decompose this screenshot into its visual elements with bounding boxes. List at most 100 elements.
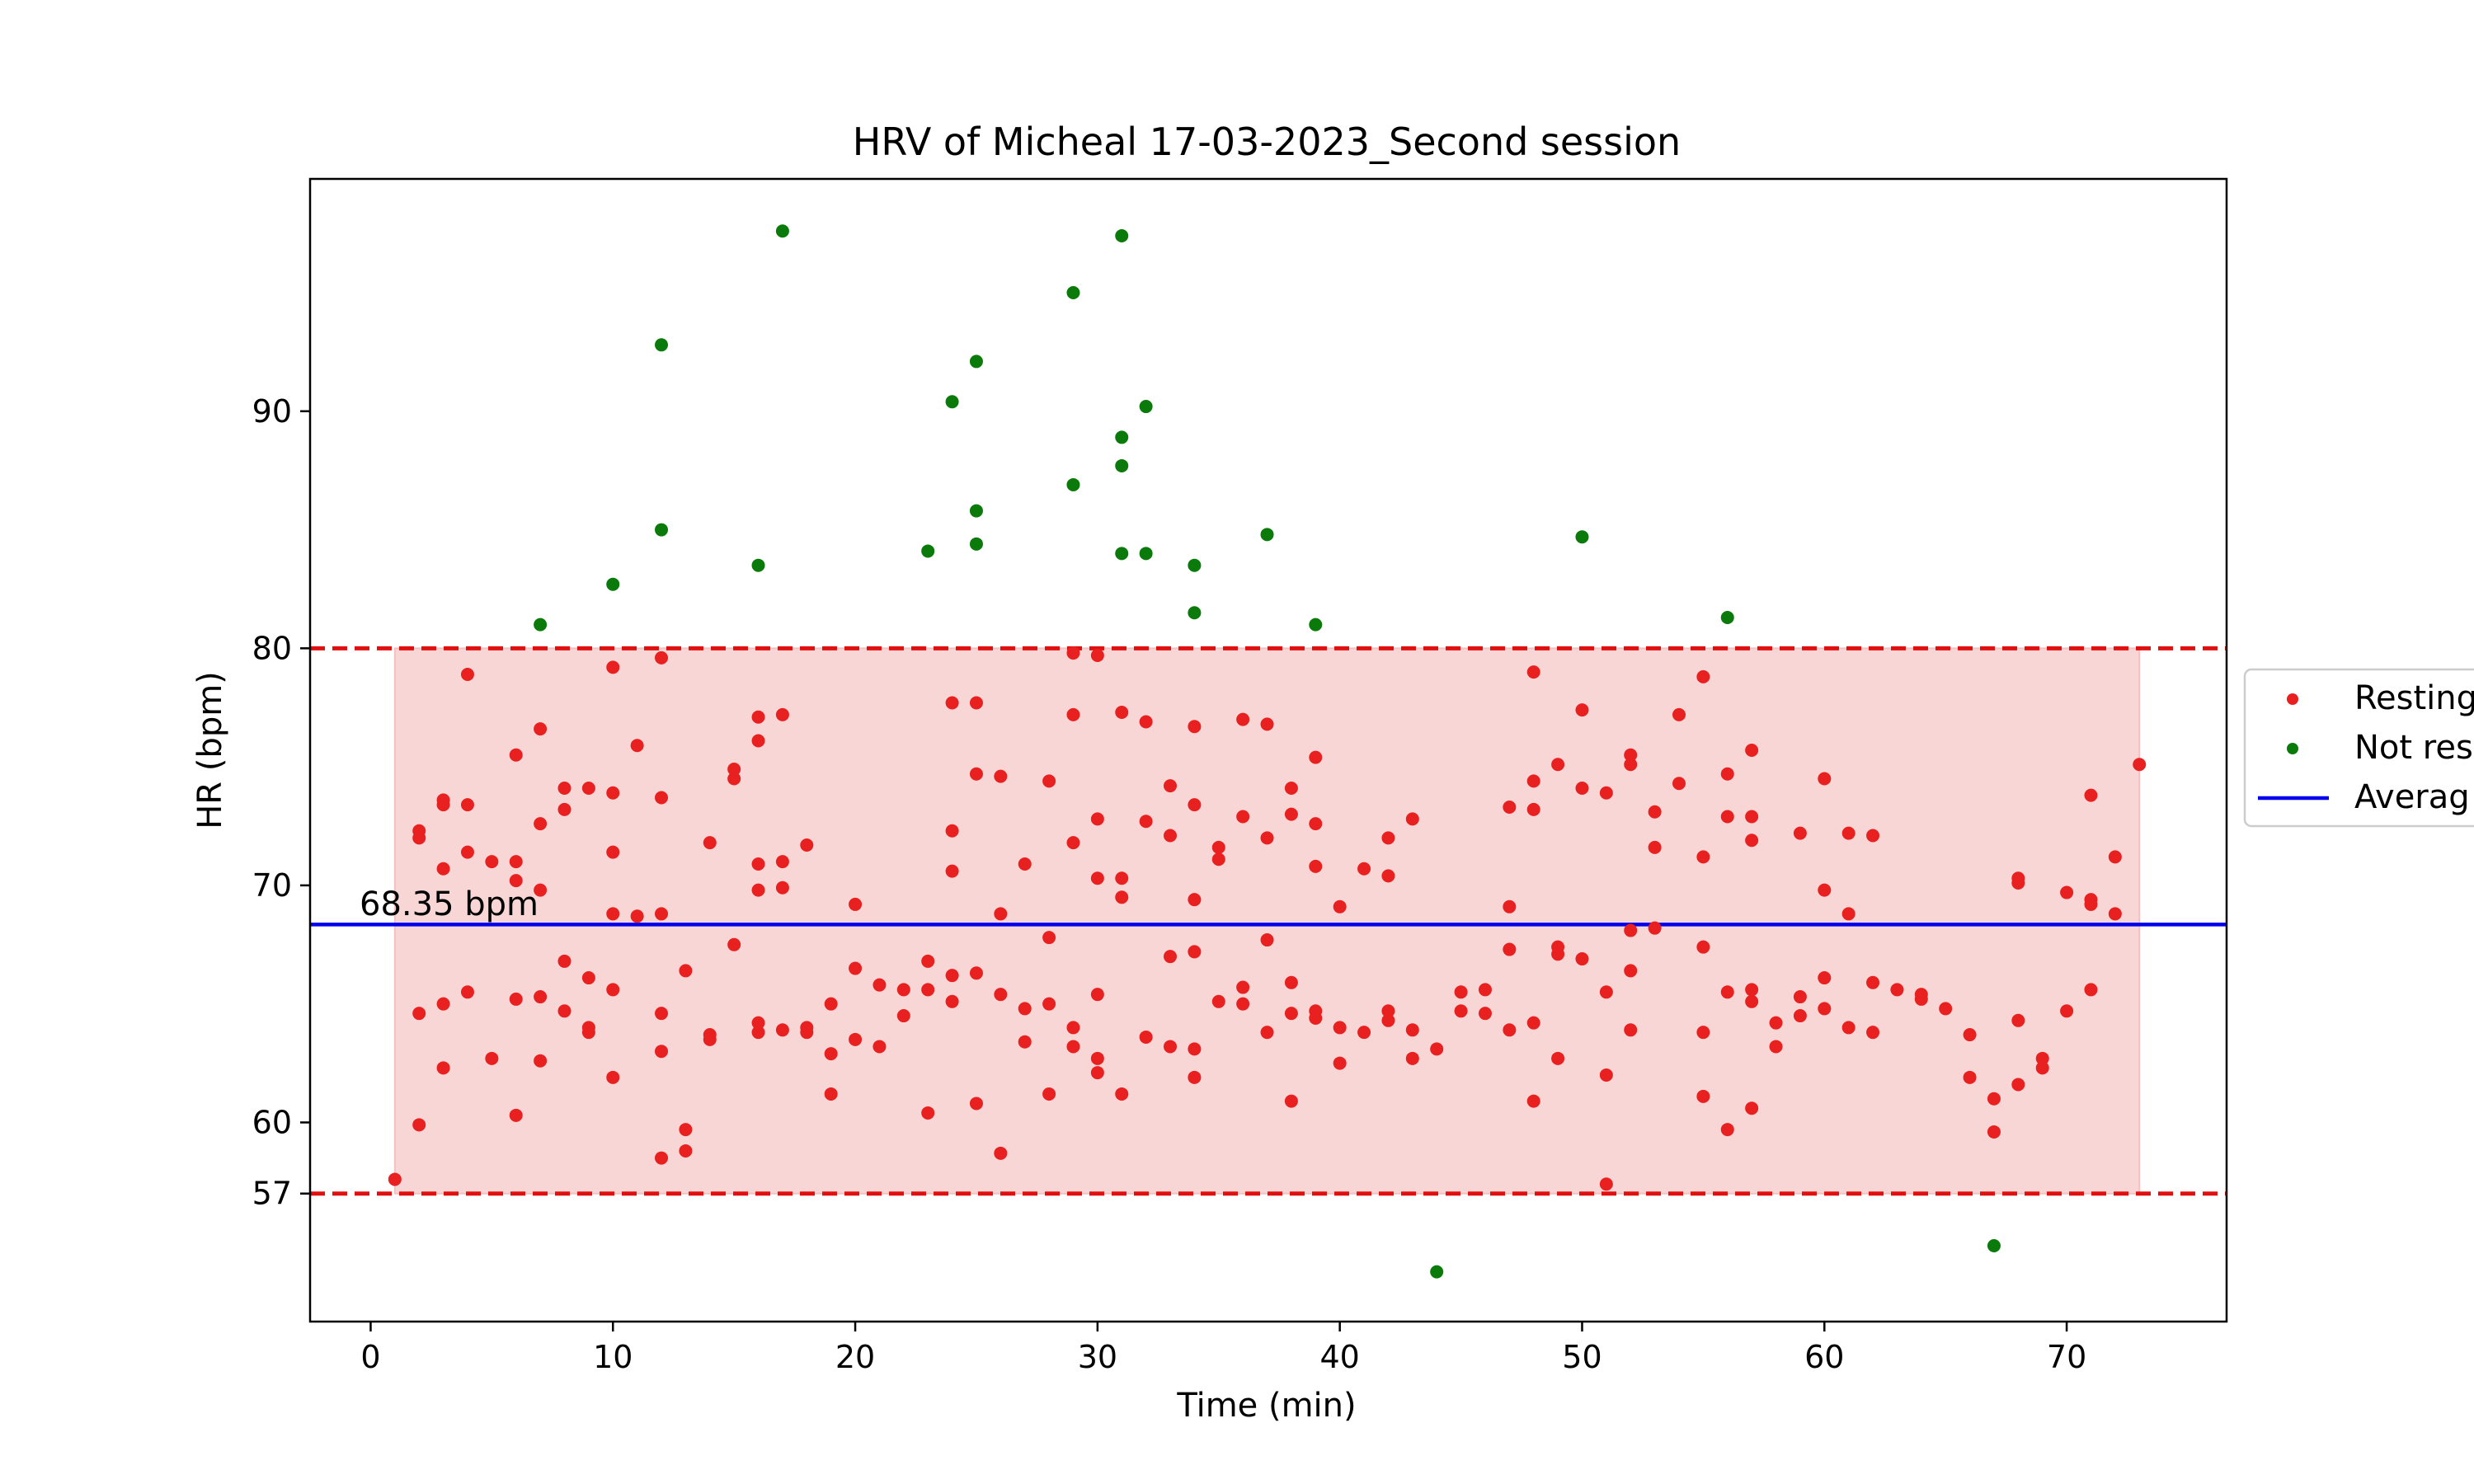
limit-lines-layer <box>310 646 2227 1196</box>
resting-point <box>751 1026 765 1040</box>
resting-point <box>1963 1070 1977 1084</box>
resting-point <box>412 1007 426 1021</box>
resting-point <box>1211 994 1225 1008</box>
resting-point <box>655 1045 669 1059</box>
legend-marker-not-resting <box>2287 743 2298 754</box>
resting-point <box>1648 805 1662 819</box>
resting-point <box>2035 1051 2049 1065</box>
resting-point <box>534 990 548 1004</box>
average-annotation: 68.35 bpm <box>360 885 539 923</box>
resting-point <box>1769 1040 1783 1054</box>
resting-point <box>2060 1004 2074 1018</box>
resting-point <box>775 707 789 721</box>
resting-point <box>1914 992 1928 1006</box>
resting-point <box>1454 1004 1468 1018</box>
resting-point <box>606 907 620 921</box>
x-tick-label: 60 <box>1804 1339 1844 1375</box>
resting-point <box>509 748 523 762</box>
resting-point <box>436 798 450 812</box>
resting-point <box>1357 1026 1371 1040</box>
resting-point <box>630 909 644 923</box>
resting-point <box>1818 1002 1832 1016</box>
resting-point <box>849 1032 863 1046</box>
not-resting-point <box>1188 606 1202 620</box>
resting-point <box>1090 1066 1104 1080</box>
resting-point <box>509 855 523 869</box>
resting-point <box>1624 1023 1638 1037</box>
resting-point <box>1987 1092 2001 1106</box>
resting-point <box>2084 788 2098 802</box>
resting-point <box>534 883 548 897</box>
resting-point <box>581 1026 595 1040</box>
resting-point <box>1090 871 1104 885</box>
resting-point <box>994 1146 1008 1160</box>
resting-point <box>872 978 887 992</box>
resting-point <box>896 983 910 997</box>
resting-point <box>1042 1087 1056 1101</box>
resting-point <box>436 862 450 876</box>
resting-point <box>485 1051 499 1065</box>
resting-point <box>557 954 571 968</box>
resting-point <box>1066 836 1080 850</box>
resting-point <box>1260 717 1274 731</box>
resting-point <box>1939 1002 1953 1016</box>
resting-point <box>1357 862 1371 876</box>
resting-point <box>775 855 789 869</box>
x-tick-label: 50 <box>1562 1339 1602 1375</box>
resting-point <box>460 798 474 812</box>
resting-point <box>945 824 959 838</box>
not-resting-point <box>1115 547 1129 561</box>
resting-point <box>969 767 983 781</box>
resting-point <box>1624 748 1638 762</box>
resting-point <box>534 1054 548 1068</box>
not-resting-point <box>655 338 669 352</box>
chart-title: HRV of Micheal 17-03-2023_Second session <box>853 120 1681 164</box>
resting-point <box>849 897 863 911</box>
resting-point <box>1841 907 1856 921</box>
resting-point <box>2084 897 2098 911</box>
resting-point <box>1745 983 1759 997</box>
resting-point <box>751 857 765 871</box>
y-axis-ticks: 57 60 70 80 90 <box>252 393 310 1212</box>
resting-point <box>1066 707 1080 721</box>
resting-point <box>1188 1070 1202 1084</box>
resting-point <box>1381 1004 1395 1018</box>
resting-point <box>1478 1007 1492 1021</box>
resting-point <box>1309 859 1323 873</box>
resting-point <box>1066 1040 1080 1054</box>
resting-point <box>1066 1021 1080 1035</box>
resting-point <box>1551 758 1565 772</box>
resting-point <box>727 763 741 777</box>
resting-point <box>1575 952 1589 966</box>
resting-point <box>1164 950 1178 964</box>
resting-point <box>630 739 644 753</box>
resting-point <box>1018 1002 1032 1016</box>
resting-point <box>509 992 523 1006</box>
resting-point <box>1526 774 1540 788</box>
resting-point <box>388 1172 402 1186</box>
resting-point <box>1333 1021 1347 1035</box>
resting-point <box>1720 767 1734 781</box>
resting-point <box>534 722 548 736</box>
resting-point <box>945 994 959 1008</box>
resting-point <box>1042 774 1056 788</box>
not-resting-point <box>1575 530 1589 544</box>
resting-point <box>1454 985 1468 999</box>
resting-point <box>1696 1026 1710 1040</box>
resting-point <box>1624 964 1638 978</box>
resting-point <box>1139 815 1153 829</box>
resting-point <box>606 786 620 800</box>
resting-point <box>1139 715 1153 729</box>
resting-point <box>1284 1007 1298 1021</box>
legend-label-resting: Resting <box>2354 679 2474 717</box>
resting-point <box>1188 945 1202 959</box>
resting-point <box>1090 812 1104 826</box>
resting-point <box>2108 850 2122 864</box>
resting-point <box>557 802 571 816</box>
resting-point <box>1841 1021 1856 1035</box>
resting-point <box>1284 782 1298 796</box>
resting-point <box>751 1016 765 1030</box>
resting-point <box>1526 802 1540 816</box>
resting-range-band-layer <box>393 647 2141 1195</box>
